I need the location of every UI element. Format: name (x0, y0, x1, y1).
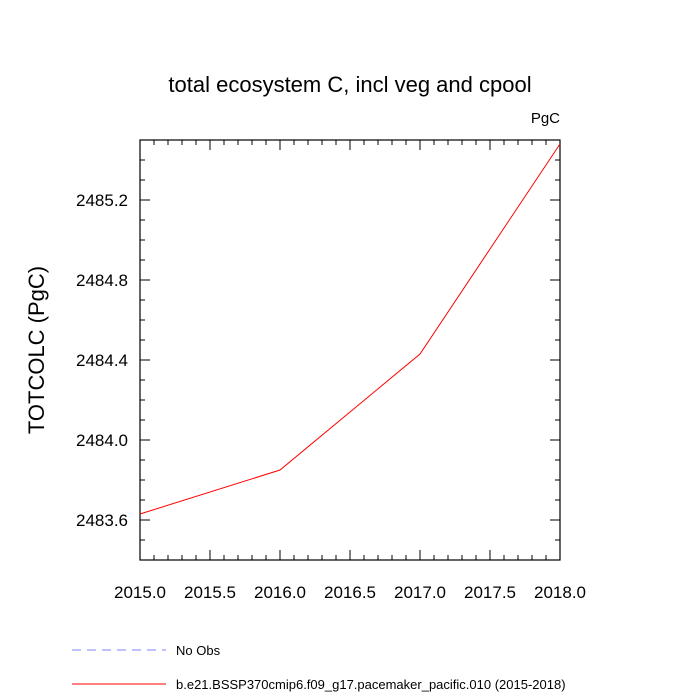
legend-label: b.e21.BSSP370cmip6.f09_g17.pacemaker_pac… (176, 677, 566, 692)
axis-tick-labels: 2015.0 2015.5 2016.0 2016.5 2017.0 2017.5 2018… (76, 191, 586, 602)
chart-title: total ecosystem C, incl veg and cpool (168, 72, 531, 97)
legend: No Obs b.e21.BSSP370cmip6.f09_g17.pacemak… (72, 643, 566, 692)
series-lines (139, 143, 561, 515)
legend-label: No Obs (176, 643, 221, 658)
y-tick-label: 2484.8 (76, 271, 128, 290)
y-axis-label: TOTCOLC (PgC) (24, 266, 49, 434)
series-line (139, 143, 561, 515)
x-tick-label: 2017.0 (394, 583, 446, 602)
x-tick-label: 2016.5 (324, 583, 376, 602)
y-tick-label: 2485.2 (76, 191, 128, 210)
x-tick-label: 2018.0 (534, 583, 586, 602)
plot-frame (139, 139, 561, 561)
x-tick-label: 2017.5 (464, 583, 516, 602)
axis-ticks (139, 139, 561, 561)
y-tick-label: 2484.0 (76, 431, 128, 450)
x-tick-label: 2015.5 (184, 583, 236, 602)
x-tick-label: 2015.0 (114, 583, 166, 602)
units-label: PgC (531, 110, 560, 127)
y-tick-label: 2484.4 (76, 351, 128, 370)
y-tick-label: 2483.6 (76, 511, 128, 530)
x-tick-label: 2016.0 (254, 583, 306, 602)
